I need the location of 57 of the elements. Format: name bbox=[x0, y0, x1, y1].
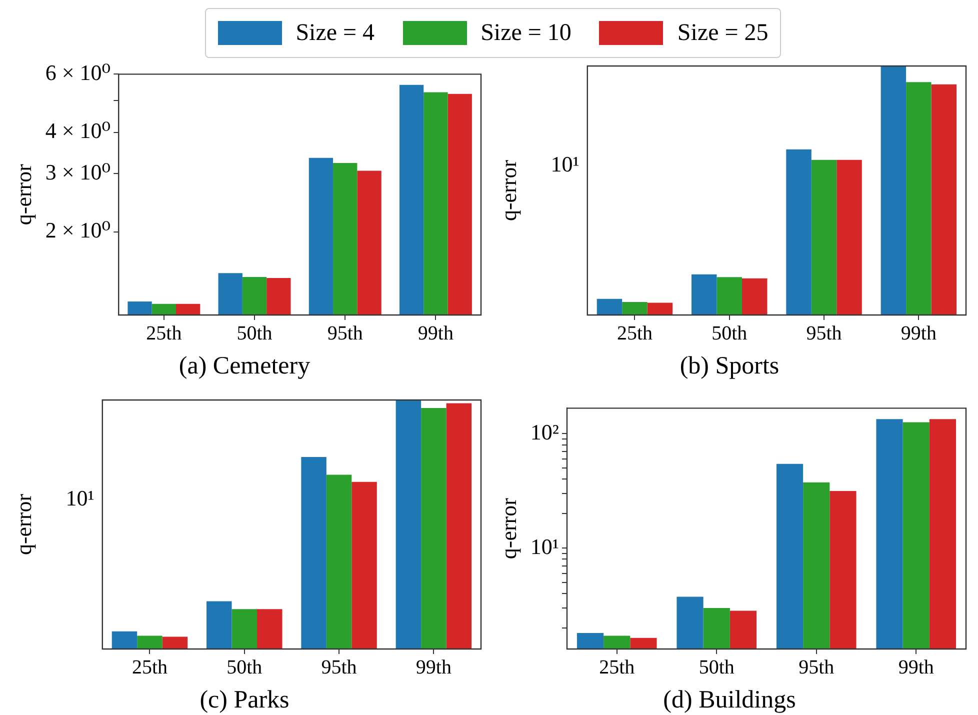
y-tick-label: 10² bbox=[530, 419, 560, 444]
bar bbox=[786, 149, 812, 315]
bar bbox=[647, 302, 673, 315]
x-tick-label: 95th bbox=[798, 656, 834, 678]
bar bbox=[301, 457, 326, 649]
x-tick-label: 50th bbox=[712, 322, 748, 344]
bar bbox=[137, 636, 162, 649]
y-tick-label: 6 × 10⁰ bbox=[45, 60, 111, 85]
x-tick-label: 25th bbox=[132, 656, 168, 678]
x-tick-label: 95th bbox=[327, 322, 363, 344]
text: (a) Cemetery bbox=[178, 352, 311, 380]
y-axis-title: q-error bbox=[496, 159, 521, 222]
text: (b) Sports bbox=[680, 352, 780, 380]
y-axis-title: q-error bbox=[496, 497, 521, 560]
bar bbox=[622, 302, 648, 315]
bar bbox=[692, 274, 717, 315]
y-axis-title: q-error bbox=[10, 493, 36, 556]
legend-label: Size = 4 bbox=[296, 20, 375, 46]
x-tick-label: 95th bbox=[806, 322, 842, 344]
bar bbox=[596, 298, 622, 315]
bar bbox=[206, 601, 232, 649]
bar bbox=[232, 609, 257, 649]
bar bbox=[906, 82, 932, 315]
bar bbox=[811, 160, 837, 315]
legend-label: Size = 25 bbox=[677, 20, 768, 46]
y-tick-label: 3 × 10⁰ bbox=[45, 159, 111, 184]
x-tick-label: 99th bbox=[900, 322, 936, 344]
bar bbox=[931, 84, 957, 315]
bar bbox=[836, 160, 862, 315]
x-tick-label: 99th bbox=[418, 322, 454, 344]
text: (c) Parks bbox=[200, 686, 290, 714]
x-tick-label: 50th bbox=[226, 656, 262, 678]
x-tick-label: 25th bbox=[599, 656, 635, 678]
bar bbox=[396, 400, 422, 649]
bar bbox=[742, 278, 768, 315]
x-tick-label: 95th bbox=[321, 656, 357, 678]
bar bbox=[112, 631, 138, 649]
x-tick-label: 50th bbox=[698, 656, 734, 678]
bar bbox=[880, 66, 906, 315]
y-tick-label: 4 × 10⁰ bbox=[45, 118, 111, 144]
text: (d) Buildings bbox=[663, 686, 796, 714]
bar bbox=[352, 482, 377, 649]
bar bbox=[421, 408, 446, 649]
legend-label: Size = 10 bbox=[480, 20, 572, 46]
x-tick-label: 25th bbox=[146, 322, 182, 344]
y-axis-title: q-error bbox=[10, 163, 36, 226]
bar bbox=[326, 474, 352, 649]
bar bbox=[256, 609, 282, 649]
text: 10¹ bbox=[550, 151, 580, 176]
x-tick-label: 25th bbox=[616, 322, 653, 344]
x-tick-label: 50th bbox=[236, 322, 272, 344]
bar bbox=[716, 277, 742, 315]
bar bbox=[162, 636, 188, 649]
bar bbox=[446, 403, 472, 649]
x-tick-label: 99th bbox=[416, 656, 452, 678]
y-tick-label: 2 × 10⁰ bbox=[45, 218, 111, 243]
x-tick-label: 99th bbox=[898, 656, 934, 678]
